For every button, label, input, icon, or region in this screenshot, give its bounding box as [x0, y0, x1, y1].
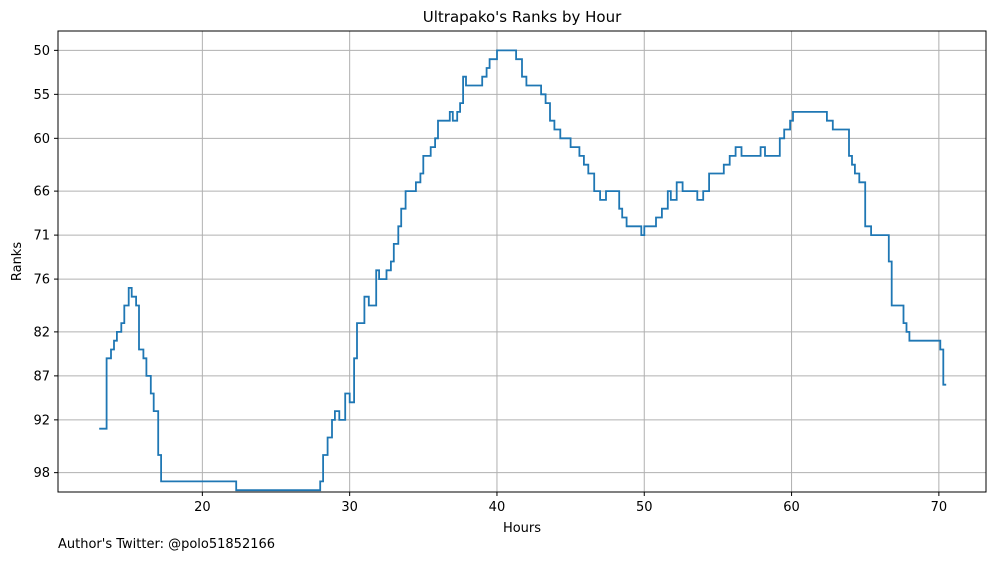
x-tick-label: 30: [341, 500, 358, 515]
axis-ticks: 20 30 40 50 60 70 50 55 60 66 71 76 82 87 92 98: [33, 44, 947, 515]
rank-step-line: [99, 49, 947, 492]
author-credit: Author's Twitter: @polo51852166: [58, 537, 276, 552]
y-tick-label: 50: [33, 44, 50, 59]
y-tick-label: 87: [33, 369, 50, 384]
y-tick-label: 60: [33, 132, 50, 147]
y-tick-label: 98: [33, 466, 50, 481]
x-tick-label: 70: [931, 500, 948, 515]
y-tick-label: 55: [33, 88, 50, 103]
x-tick-label: 50: [636, 500, 653, 515]
x-axis-title: Hours: [503, 521, 541, 536]
y-axis-title: Ranks: [10, 242, 25, 281]
y-tick-label: 71: [33, 229, 50, 244]
y-tick-label: 82: [33, 325, 50, 340]
x-tick-label: 40: [489, 500, 506, 515]
y-tick-label: 76: [33, 273, 50, 288]
chart-title: Ultrapako's Ranks by Hour: [423, 8, 622, 26]
y-tick-label: 92: [33, 413, 50, 428]
x-tick-label: 20: [194, 500, 211, 515]
grid-lines: [58, 31, 986, 492]
x-tick-label: 60: [783, 500, 800, 515]
series-line-group: [99, 49, 947, 492]
y-tick-label: 66: [33, 185, 50, 200]
plot-frame: [57, 30, 987, 493]
